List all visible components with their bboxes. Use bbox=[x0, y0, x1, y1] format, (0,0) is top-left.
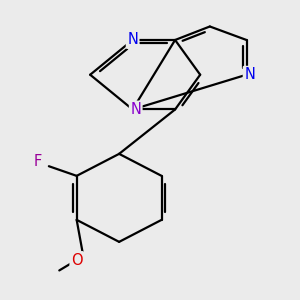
Text: O: O bbox=[71, 253, 82, 268]
Text: N: N bbox=[244, 67, 255, 82]
Text: N: N bbox=[130, 102, 141, 117]
Text: N: N bbox=[127, 32, 138, 47]
Text: F: F bbox=[34, 154, 42, 169]
